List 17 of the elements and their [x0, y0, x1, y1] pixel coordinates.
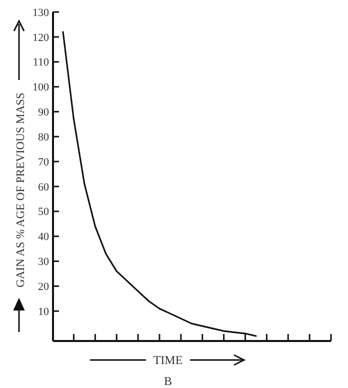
y-tick-label: 10: [38, 306, 50, 318]
y-tick-label: 20: [38, 281, 50, 294]
y-tick-label: 60: [38, 181, 50, 194]
y-tick-label: 110: [32, 56, 50, 69]
x-axis-title: TIME: [153, 353, 183, 367]
y-axis-title: GAIN AS % AGE OF PREVIOUS MASS: [15, 92, 27, 288]
y-tick-label: 120: [32, 32, 50, 44]
y-tick-label: 100: [32, 82, 50, 94]
y-tick-label: 70: [38, 156, 50, 168]
y-tick-label: 80: [38, 131, 50, 144]
y-tick-label: 30: [38, 256, 50, 268]
y-tick-label: 40: [38, 231, 50, 244]
y-tick-label: 50: [38, 206, 50, 218]
text: B: [164, 374, 172, 388]
line-series: [62, 31, 257, 337]
y-tick-label: 130: [32, 6, 50, 19]
y-tick-label: 90: [38, 106, 50, 119]
